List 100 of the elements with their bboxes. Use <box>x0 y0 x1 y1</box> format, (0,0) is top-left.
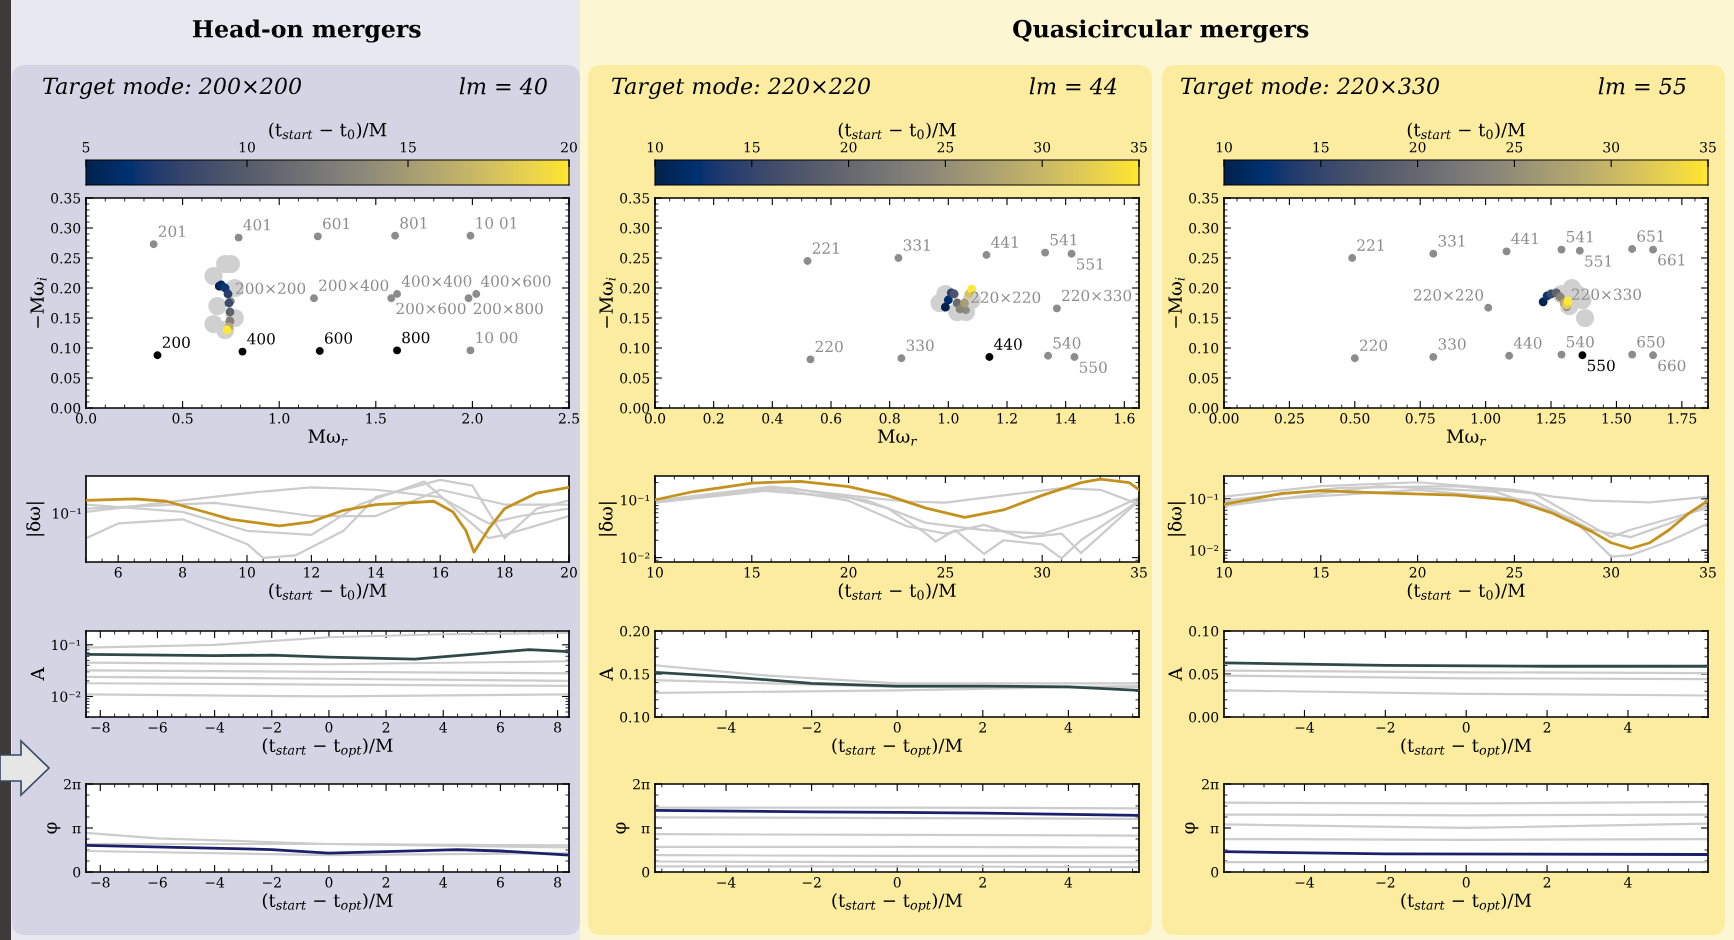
y-tick-label: 0.15 <box>620 312 650 324</box>
y-tick-label: 0.05 <box>620 372 650 384</box>
x-tick-label: 2.0 <box>462 413 483 424</box>
y-tick-label: 0.25 <box>1189 252 1219 264</box>
y-tick-label: 10⁻² <box>52 691 81 702</box>
annotation: 401 <box>243 218 270 231</box>
x-tick-label: 0.6 <box>820 413 842 424</box>
x-tick-label: 0 <box>1462 722 1470 733</box>
x-tick-label: −6 <box>148 877 167 888</box>
x-tick-label: 35 <box>1131 567 1147 578</box>
color-bar-label: 15 <box>400 141 416 153</box>
x-tick-label: 6 <box>496 877 504 888</box>
x-tick-label: −2 <box>802 722 821 733</box>
x-axis-title: (t$_{start}$ − t$_{opt}$)/M <box>262 738 393 758</box>
y-tick-label: 10⁻¹ <box>621 494 650 506</box>
color-bar-label: 20 <box>840 141 857 153</box>
chart-title: Head-on mergers <box>192 19 421 43</box>
y-tick-label: 0.25 <box>51 252 81 264</box>
x-tick-label: 2.5 <box>558 413 579 424</box>
color-bar-label: 35 <box>1700 141 1716 153</box>
y-axis-title: A <box>599 667 613 681</box>
annotation: 600 <box>324 332 353 344</box>
annotation: 221 <box>812 242 839 254</box>
y-tick-label: 0.10 <box>620 342 650 354</box>
x-tick-label: 12 <box>304 567 319 578</box>
color-bar-label: 10 <box>647 141 663 153</box>
annotation: 220 <box>1360 339 1388 352</box>
y-tick-label: 0 <box>1211 866 1219 878</box>
y-axis-title: −Mω$_{i}$ <box>1168 277 1185 328</box>
x-tick-label: 18 <box>497 567 513 578</box>
y-tick-label: 0.10 <box>620 711 650 723</box>
x-tick-label: 0 <box>1462 877 1470 888</box>
x-axis-title: (t$_{start}$ − t$_{0}$)/M <box>1407 583 1525 600</box>
y-tick-label: 2π <box>64 778 81 790</box>
annotation: 541 <box>1566 230 1593 243</box>
annotation: 331 <box>1438 235 1465 247</box>
y-tick-label: 10⁻¹ <box>1190 493 1219 505</box>
annotation: 551 <box>1077 258 1103 270</box>
x-tick-label: 4 <box>1623 877 1632 888</box>
x-tick-label: 0.5 <box>172 413 193 424</box>
annotation: 220×220 <box>971 291 1041 304</box>
annotation: 550 <box>1079 361 1107 373</box>
annotation: 400×600 <box>480 275 551 287</box>
annotation: 601 <box>323 217 349 230</box>
y-tick-label: 10⁻² <box>1190 545 1219 556</box>
annotation: 220 <box>815 340 843 353</box>
text: lm = 40 <box>459 77 547 95</box>
x-tick-label: −2 <box>263 722 281 733</box>
y-axis-title: φ <box>47 822 61 834</box>
x-tick-label: 10 <box>647 567 663 578</box>
x-axis-title: Mω$_{r}$ <box>877 429 918 446</box>
color-bar-label: 25 <box>937 141 954 153</box>
annotation: 801 <box>400 217 427 229</box>
y-tick-label: 0.20 <box>51 282 81 294</box>
y-tick-label: 0.15 <box>620 668 650 680</box>
text: lm = 44 <box>1029 77 1117 95</box>
color-bar-label: 10 <box>1216 141 1232 153</box>
x-tick-label: −4 <box>717 877 736 888</box>
annotation: 400×400 <box>401 275 472 287</box>
x-axis-title: (t$_{start}$ − t$_{0}$)/M <box>838 583 956 600</box>
x-axis-title: Mω$_{r}$ <box>308 429 348 446</box>
x-tick-label: 15 <box>744 567 760 578</box>
annotation: 660 <box>1658 359 1686 372</box>
x-tick-label: −4 <box>717 722 736 733</box>
y-tick-label: 0.35 <box>620 192 650 204</box>
x-tick-label: −6 <box>148 722 167 733</box>
annotation: 550 <box>1587 359 1615 372</box>
y-axis-title: |δω| <box>26 502 45 536</box>
annotation: 200×200 <box>236 282 306 295</box>
y-tick-label: 0.25 <box>620 252 650 264</box>
x-tick-label: −4 <box>205 877 225 888</box>
annotation: 220×330 <box>1571 288 1641 301</box>
x-tick-label: 0 <box>893 877 901 888</box>
annotation: 650 <box>1637 335 1665 348</box>
x-tick-label: 14 <box>368 567 384 578</box>
annotation: 200×600 <box>396 302 466 315</box>
y-tick-label: 0 <box>642 866 650 878</box>
x-axis-title: (t$_{start}$ − t$_{opt}$)/M <box>1401 893 1532 913</box>
x-tick-label: −8 <box>91 877 110 888</box>
annotation: 10 00 <box>476 331 518 344</box>
x-axis-title: (t$_{start}$ − t$_{opt}$)/M <box>832 893 963 913</box>
x-tick-label: 15 <box>1313 567 1329 578</box>
x-tick-label: −2 <box>1376 722 1395 733</box>
y-tick-label: 0.15 <box>1189 312 1219 324</box>
annotation: 200×400 <box>319 279 389 292</box>
y-tick-label: 0.20 <box>620 282 650 294</box>
y-tick-label: 0 <box>73 866 81 878</box>
y-tick-label: 0.30 <box>620 222 650 234</box>
y-tick-label: 0.10 <box>1189 342 1219 354</box>
x-tick-label: 2 <box>1543 877 1551 888</box>
x-axis-title: Mω$_{r}$ <box>1446 429 1487 446</box>
annotation: 330 <box>906 339 934 352</box>
x-tick-label: 2 <box>979 722 986 733</box>
x-tick-label: 1.25 <box>1537 413 1566 424</box>
x-axis-title: (t$_{start}$ − t$_{opt}$)/M <box>262 893 393 913</box>
y-tick-label: 0.20 <box>620 625 650 637</box>
x-tick-label: 2 <box>1543 722 1551 733</box>
chart-title: Quasicircular mergers <box>1013 19 1309 43</box>
x-tick-label: 35 <box>1700 567 1716 578</box>
color-bar-label: 20 <box>1409 141 1426 153</box>
